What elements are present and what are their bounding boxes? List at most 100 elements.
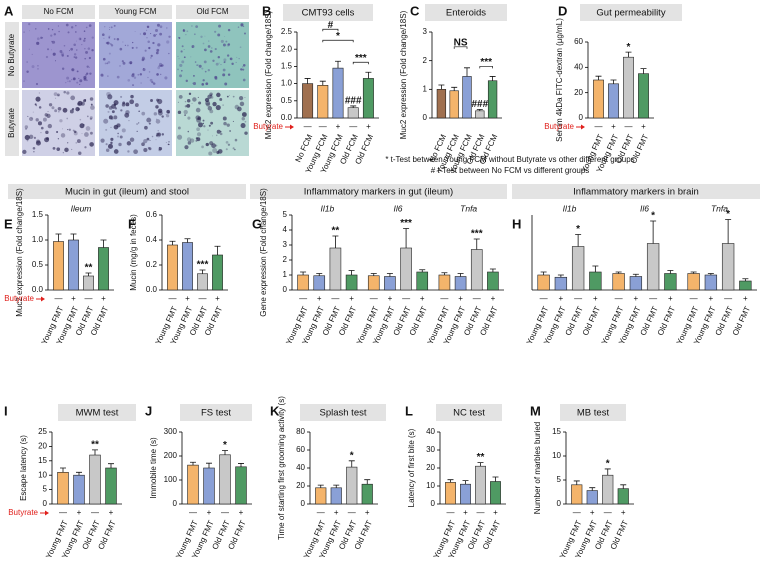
micrograph-speckle	[61, 54, 64, 57]
micrograph-speckle	[81, 44, 83, 46]
bar	[554, 276, 568, 291]
micrograph-speckle	[90, 131, 93, 135]
treatment-sign: —	[440, 294, 448, 303]
micrograph-speckle	[222, 43, 226, 47]
error-bar	[441, 272, 448, 275]
micrograph-speckle	[228, 94, 230, 96]
micrograph-speckle	[151, 135, 154, 138]
y-tick-label: 0	[283, 285, 288, 294]
y-tick-label: 200	[164, 451, 178, 460]
micrograph-speckle	[76, 49, 78, 51]
bracket	[479, 66, 493, 69]
bar	[361, 483, 373, 505]
micrograph-speckle	[240, 68, 243, 71]
panel-letter: F	[128, 216, 136, 231]
micrograph-speckle	[196, 64, 198, 66]
micrograph-speckle	[157, 130, 159, 132]
treatment-sign: +	[458, 294, 463, 303]
micrograph-speckle	[77, 100, 83, 106]
y-tick-label: 0	[43, 499, 48, 508]
micrograph-speckle	[190, 56, 192, 58]
bar	[345, 274, 358, 291]
micrograph-speckle	[23, 31, 25, 34]
panel-letter: I	[4, 403, 8, 418]
micrograph-speckle	[186, 99, 191, 103]
micrograph-speckle	[219, 97, 223, 101]
micrograph-speckle	[177, 126, 181, 130]
micrograph-speckle	[146, 37, 148, 39]
micrograph-speckle	[166, 109, 170, 114]
micrograph-speckle	[143, 58, 146, 61]
micrograph-speckle	[156, 48, 160, 52]
micrograph-speckle	[150, 99, 153, 102]
bar	[436, 89, 447, 119]
micrograph-speckle	[160, 73, 162, 76]
micrograph-speckle	[243, 25, 245, 27]
y-tick-label: 10	[552, 451, 561, 460]
micrograph-speckle	[139, 33, 142, 35]
micrograph-speckle	[191, 25, 193, 27]
micrograph-speckle	[122, 61, 126, 65]
micrograph-speckle	[157, 108, 163, 114]
y-tick-label: 15	[38, 456, 47, 465]
micrograph-speckle	[51, 106, 55, 110]
row-header	[5, 22, 19, 88]
micrograph-speckle	[156, 132, 159, 136]
y-axis-label: Number of marbles buried	[533, 422, 542, 514]
significance: *	[223, 440, 227, 451]
chart-title: MWM test	[76, 408, 119, 419]
treatment-sign: —	[349, 122, 357, 131]
micrograph-speckle	[119, 47, 123, 51]
panel-letter: H	[512, 216, 521, 231]
micrograph-speckle	[232, 120, 235, 123]
micrograph-speckle	[100, 138, 105, 143]
y-tick-label: 0	[579, 113, 584, 122]
micrograph-speckle	[134, 31, 136, 33]
micrograph-speckle	[148, 122, 151, 125]
column-header	[22, 5, 95, 19]
micrograph-speckle	[50, 34, 53, 37]
bar	[460, 483, 471, 505]
micrograph-speckle	[31, 117, 33, 119]
error-bar	[615, 271, 622, 274]
micrograph-speckle	[73, 56, 76, 58]
gene-label: Tnfa	[711, 203, 728, 213]
micrograph-speckle	[71, 68, 74, 71]
treatment-sign: +	[101, 294, 106, 303]
micrograph-speckle	[65, 82, 67, 84]
micrograph-speckle	[52, 52, 56, 56]
micrograph-speckle	[119, 64, 121, 67]
treatment-sign: +	[317, 294, 322, 303]
error-bar	[190, 461, 196, 466]
micrograph-speckle	[165, 114, 167, 115]
bar	[105, 467, 117, 505]
treatment-sign: +	[366, 122, 371, 131]
micrograph-speckle	[23, 80, 25, 82]
error-bar	[316, 273, 323, 276]
micrograph-speckle	[150, 33, 152, 35]
micrograph-speckle	[106, 91, 111, 97]
micrograph-speckle	[127, 150, 130, 153]
micrograph-speckle	[149, 139, 151, 142]
micrograph-speckle	[40, 36, 43, 39]
bar	[462, 76, 472, 119]
micrograph-speckle	[183, 49, 185, 51]
bar	[384, 276, 396, 291]
micrograph-speckle	[121, 128, 126, 133]
micrograph-speckle	[108, 115, 113, 120]
y-tick-label: 0.0	[146, 285, 158, 294]
micrograph-speckle	[205, 82, 209, 86]
micrograph-speckle	[146, 25, 150, 29]
error-bar	[632, 273, 639, 277]
column-header	[176, 5, 249, 19]
micrograph-speckle	[141, 142, 145, 147]
micrograph-speckle	[214, 47, 217, 51]
error-bar	[332, 235, 339, 248]
row-label: Butyrate	[7, 108, 16, 138]
error-bar	[610, 79, 617, 84]
micrograph-speckle	[141, 111, 146, 116]
bar	[330, 487, 342, 505]
y-tick-label: 0.5	[32, 260, 44, 269]
micrograph-speckle	[148, 147, 152, 151]
micrograph-speckle	[151, 81, 154, 84]
